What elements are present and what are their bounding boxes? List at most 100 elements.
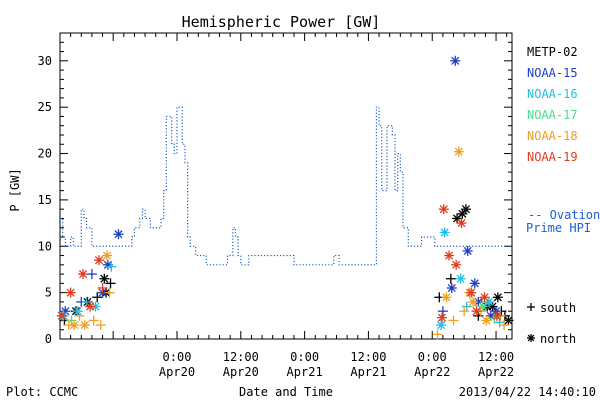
legend-entry: METP-02: [527, 45, 578, 59]
marker-legend: south north: [527, 301, 576, 346]
north-point: [492, 292, 503, 303]
plus-marker-icon: [527, 303, 535, 311]
north-point: [477, 301, 488, 312]
x-tick-time: 12:00: [223, 350, 259, 364]
north-point: [457, 208, 468, 219]
x-axis-label: Date and Time: [239, 385, 333, 399]
north-point: [85, 301, 96, 312]
south-point: [432, 329, 443, 340]
north-point: [451, 259, 462, 270]
north-point: [101, 250, 112, 261]
north-point: [479, 292, 490, 303]
legend-entry: NOAA-18: [527, 129, 578, 143]
north-point: [78, 269, 89, 280]
marker-legend-south: south: [540, 301, 576, 315]
north-point: [453, 146, 464, 157]
south-point: [66, 315, 77, 326]
south-point: [88, 315, 99, 326]
north-point: [113, 229, 124, 240]
y-tick-label: 20: [38, 147, 52, 161]
south-point: [437, 306, 448, 317]
north-point: [466, 287, 477, 298]
north-point: [491, 310, 502, 321]
south-point: [104, 287, 115, 298]
south-point: [459, 306, 470, 317]
south-point: [448, 315, 459, 326]
x-tick-date: Apr22: [478, 365, 514, 379]
north-point: [436, 312, 447, 323]
y-tick-label: 30: [38, 54, 52, 68]
x-tick-date: Apr21: [350, 365, 386, 379]
north-point: [93, 255, 104, 266]
y-axis-label: P [GW]: [8, 168, 22, 211]
satellite-legend: METP-02 NOAA-15 NOAA-16 NOAA-17 NOAA-18 NOAA-…: [527, 45, 578, 164]
x-tick-time: 0:00: [290, 350, 319, 364]
y-tick-label: 10: [38, 239, 52, 253]
footer-plot-credit: Plot: CCMC: [6, 385, 78, 399]
north-point: [455, 273, 466, 284]
x-tick-time: 0:00: [418, 350, 447, 364]
y-tick-label: 25: [38, 100, 52, 114]
x-tick-time: 12:00: [478, 350, 514, 364]
plus-marker-glyph: [527, 303, 535, 311]
x-tick-date: Apr20: [159, 365, 195, 379]
north-point: [65, 287, 76, 298]
x-tick-date: Apr21: [287, 365, 323, 379]
north-point: [469, 278, 480, 289]
x-tick-date: Apr22: [414, 365, 450, 379]
legend-entry: NOAA-15: [527, 66, 578, 80]
north-point: [79, 320, 90, 331]
north-point: [446, 283, 457, 293]
footer-timestamp: 2013/04/22 14:40:10: [459, 385, 596, 399]
y-tick-label: 15: [38, 193, 52, 207]
legend-entry: NOAA-19: [527, 150, 578, 164]
north-point: [481, 315, 492, 326]
north-point: [503, 315, 514, 326]
marker-legend-north: north: [540, 332, 576, 346]
south-point: [74, 310, 85, 321]
north-point: [69, 320, 80, 331]
ovation-prime-hpi-line: [60, 106, 512, 266]
hpi-legend: -- Ovation Prime HPI: [526, 208, 600, 235]
north-point: [460, 204, 471, 215]
plot-frame: [59, 32, 513, 340]
south-point: [95, 320, 106, 331]
star-marker-glyph: [527, 334, 535, 342]
north-point: [456, 218, 467, 229]
south-point: [106, 261, 117, 272]
star-marker-icon: [527, 334, 535, 342]
y-tick-label: 5: [45, 286, 52, 300]
north-point: [56, 310, 67, 321]
north-point: [468, 296, 479, 307]
legend-entry: NOAA-16: [527, 87, 578, 101]
chart-title: Hemispheric Power [GW]: [182, 13, 381, 31]
north-point: [444, 250, 455, 261]
south-point: [499, 320, 510, 331]
x-axis-ticks: 0:00Apr2012:00Apr200:00Apr2112:00Apr210:…: [59, 33, 514, 379]
north-point: [450, 55, 461, 66]
north-point: [436, 320, 447, 331]
north-point: [441, 292, 452, 303]
south-point: [86, 269, 97, 280]
satellite-points: [56, 55, 514, 340]
south-point: [105, 278, 116, 289]
x-tick-date: Apr20: [223, 365, 259, 379]
hpi-legend-line-1: -- Ovation: [528, 208, 600, 222]
north-point: [439, 227, 450, 238]
north-point: [438, 204, 449, 215]
south-point: [445, 273, 456, 284]
north-point: [462, 245, 473, 256]
x-tick-time: 12:00: [350, 350, 386, 364]
hpi-legend-line-2: Prime HPI: [526, 221, 591, 235]
north-point: [471, 306, 482, 317]
y-tick-label: 0: [45, 332, 52, 346]
south-point: [97, 283, 108, 293]
legend-entry: NOAA-17: [527, 108, 578, 122]
y-axis-ticks: 0 5 10 15 20 25 30: [38, 32, 512, 346]
north-point: [72, 306, 83, 317]
north-point: [99, 273, 110, 284]
south-point: [92, 292, 103, 303]
